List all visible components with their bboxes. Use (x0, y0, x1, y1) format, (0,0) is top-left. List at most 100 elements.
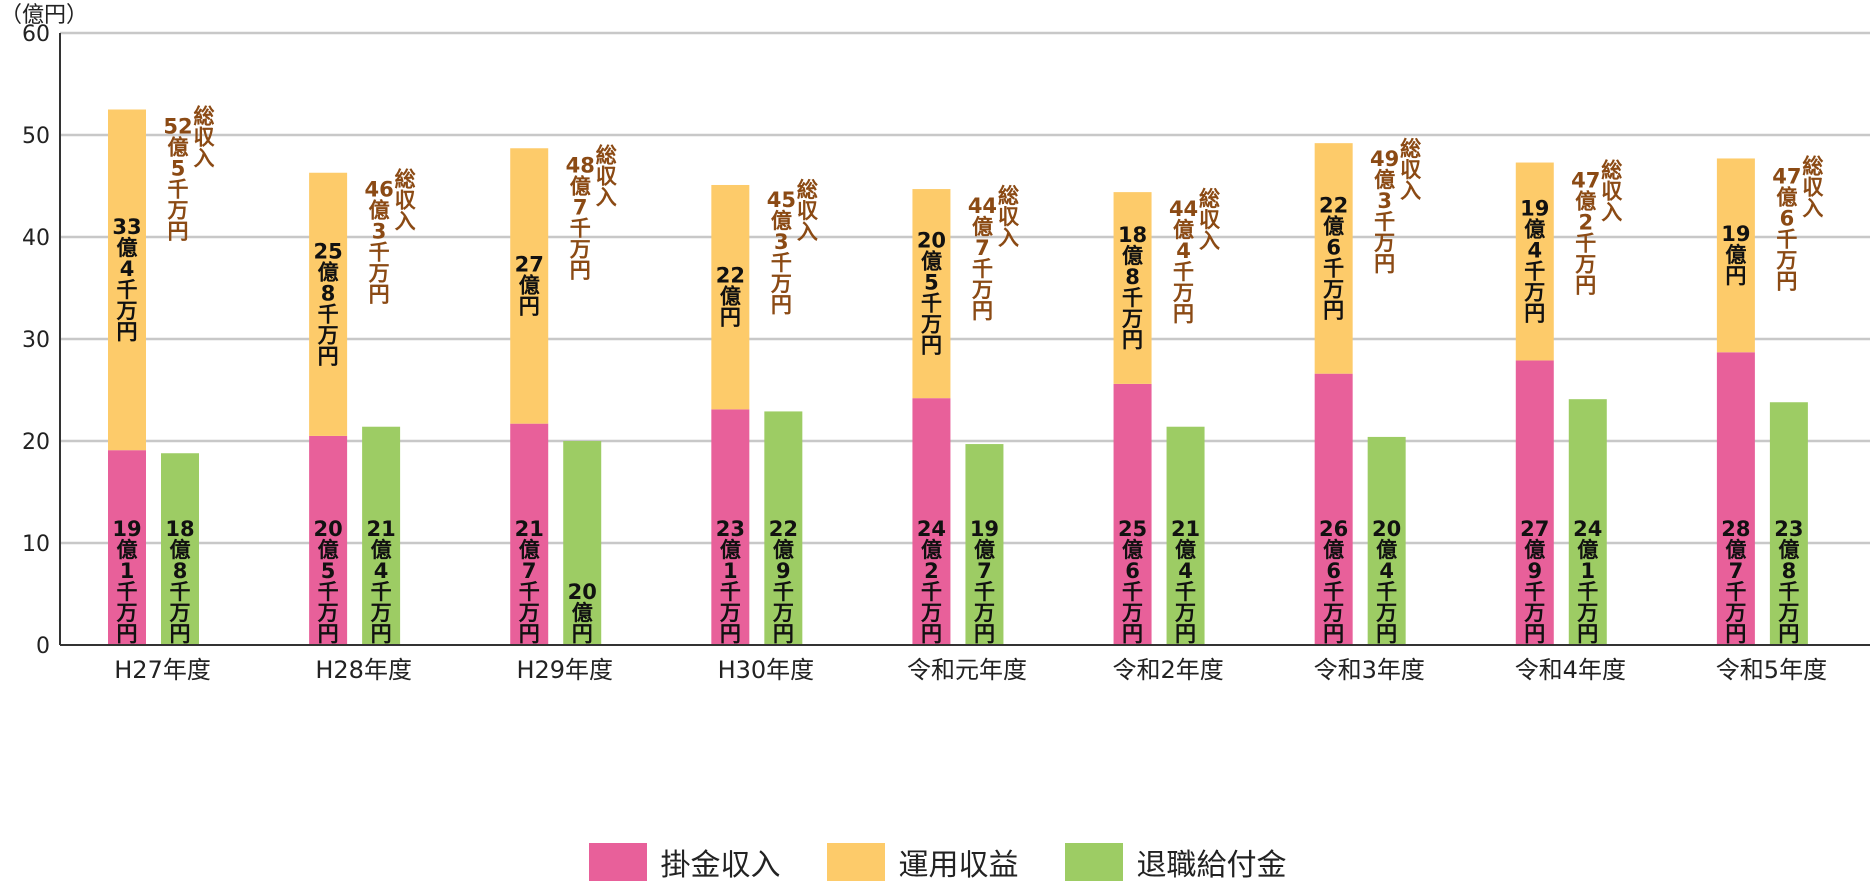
data-label-contributions-glyph: 億 (1524, 538, 1545, 562)
data-label-contributions-glyph: 6 (1326, 559, 1341, 583)
legend-swatch-contributions (588, 843, 647, 881)
y-axis-unit: （億円） (0, 3, 88, 28)
total-annotation-label-glyph: 入 (1400, 179, 1421, 203)
x-tick-label: 令和3年度 (1314, 656, 1425, 684)
legend-label-investment-income: 運用収益 (898, 848, 1019, 883)
data-label-contributions-glyph: 20 (313, 517, 342, 541)
data-label-investment-income-glyph: 円 (519, 294, 540, 318)
data-label-total-glyph: 円 (771, 293, 792, 317)
data-label-investment-income-glyph: 億 (1725, 243, 1746, 267)
data-label-retirement-benefits-glyph: 19 (970, 517, 999, 541)
data-label-total-glyph: 千 (168, 178, 189, 202)
total-annotation-label: 総収入 (998, 184, 1020, 250)
data-label-retirement-benefits-glyph: 円 (371, 622, 392, 646)
data-label-retirement-benefits-glyph: 20 (568, 580, 597, 604)
data-label-contributions-glyph: 5 (321, 559, 336, 583)
data-label-retirement-benefits-glyph: 千 (1175, 580, 1196, 604)
x-tick-label: H30年度 (718, 656, 815, 684)
y-tick-label: 40 (22, 226, 50, 251)
data-label-investment-income-glyph: 万 (1523, 280, 1545, 304)
data-label-total-glyph: 52 (163, 115, 192, 139)
data-label-total-glyph: 49 (1370, 147, 1399, 171)
data-label-retirement-benefits-glyph: 千 (773, 580, 794, 604)
data-label-retirement-benefits-glyph: 万 (973, 601, 995, 625)
data-label-contributions-glyph: 21 (515, 517, 544, 541)
data-label-retirement-benefits-glyph: 円 (773, 622, 794, 646)
total-annotation-label-glyph: 総 (1601, 159, 1622, 183)
data-label-total-glyph: 円 (1575, 274, 1596, 298)
data-label-total-glyph: 万 (1373, 231, 1395, 255)
data-label-total-glyph: 万 (368, 262, 390, 286)
data-label-total-glyph: 億 (1776, 185, 1797, 209)
data-label-total-glyph: 千 (771, 251, 792, 275)
data-label-total-glyph: 46 (364, 178, 393, 202)
data-label-investment-income-glyph: 5 (924, 271, 939, 295)
data-label-total-glyph: 3 (774, 230, 789, 254)
data-label-contributions-glyph: 7 (522, 559, 537, 583)
data-label-investment-income-glyph: 円 (318, 344, 339, 368)
data-label-contributions-glyph: 円 (318, 622, 339, 646)
total-annotation-label: 総収入 (1199, 187, 1221, 253)
data-label-contributions-glyph: 万 (1322, 601, 1344, 625)
x-tick-label: 令和2年度 (1112, 656, 1223, 684)
data-label-contributions-glyph: 万 (116, 601, 138, 625)
data-label-contributions-glyph: 千 (519, 580, 540, 604)
data-label-total-glyph: 万 (971, 278, 993, 302)
data-label-investment-income-glyph: 円 (1122, 328, 1143, 352)
data-label-contributions-glyph: 億 (1122, 538, 1143, 562)
total-annotation-label-glyph: 収 (998, 205, 1020, 229)
data-label-investment-income-glyph: 6 (1326, 235, 1341, 259)
x-tick-label: H28年度 (315, 656, 412, 684)
total-annotation-label-glyph: 総 (395, 168, 416, 192)
data-label-total-glyph: 千 (1374, 210, 1395, 234)
total-annotation-label-glyph: 入 (194, 147, 215, 171)
data-label-retirement-benefits-glyph: 4 (374, 559, 389, 583)
data-label-total-glyph: 万 (770, 272, 792, 296)
data-label-total-glyph: 万 (1574, 253, 1596, 277)
data-label-total-glyph: 3 (372, 220, 387, 244)
x-tick-label: 令和5年度 (1716, 656, 1827, 684)
data-label-investment-income-glyph: 円 (1725, 264, 1746, 288)
data-label-contributions-glyph: 億 (720, 538, 741, 562)
data-label-total-glyph: 円 (1374, 252, 1395, 276)
bar-investment-income (510, 148, 549, 424)
total-annotation-label: 総収入 (194, 105, 216, 171)
total-annotation-label-glyph: 総 (1199, 187, 1220, 211)
total-annotation-label-glyph: 収 (1601, 180, 1623, 204)
total-annotation-label-glyph: 入 (1802, 196, 1823, 220)
data-label-total-glyph: 万 (1172, 281, 1194, 305)
data-label-retirement-benefits-glyph: 円 (974, 622, 995, 646)
data-label-investment-income-glyph: 千 (921, 292, 942, 316)
total-annotation-label-glyph: 入 (1199, 229, 1220, 253)
data-label-total-glyph: 4 (1176, 239, 1191, 263)
data-label-contributions-glyph: 億 (921, 538, 942, 562)
data-label-retirement-benefits-glyph: 21 (1171, 517, 1200, 541)
data-label-total-glyph: 万 (1775, 248, 1797, 272)
data-label-retirement-benefits-glyph: 20 (1372, 517, 1401, 541)
data-label-investment-income-glyph: 万 (1322, 277, 1344, 301)
data-label-contributions-glyph: 1 (723, 559, 738, 583)
total-annotation-label-glyph: 総 (596, 143, 617, 167)
data-label-investment-income-glyph: 円 (720, 306, 741, 330)
data-label-retirement-benefits-glyph: 4 (1379, 559, 1394, 583)
data-label-investment-income-glyph: 億 (1323, 214, 1344, 238)
data-label-investment-income-glyph: 19 (1721, 222, 1750, 246)
bar-contributions (912, 398, 951, 645)
data-label-retirement-benefits-glyph: 億 (572, 601, 593, 625)
data-label-contributions-glyph: 円 (921, 622, 942, 646)
data-label-investment-income-glyph: 25 (313, 239, 342, 263)
data-label-total-glyph: 円 (1173, 302, 1194, 326)
total-annotation-label: 総収入 (395, 168, 417, 234)
data-label-investment-income-glyph: 円 (117, 320, 138, 344)
